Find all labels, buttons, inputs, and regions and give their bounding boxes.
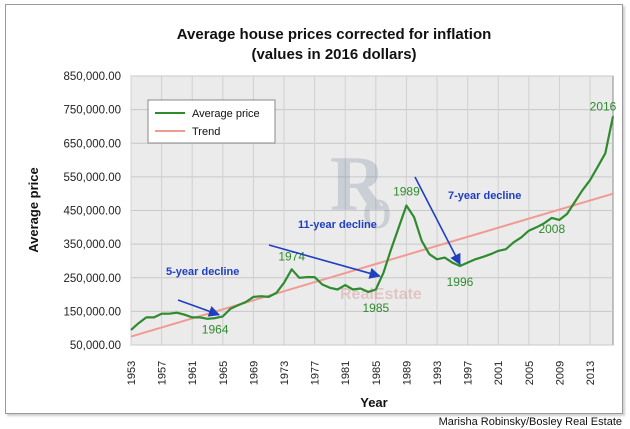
legend: Average price Trend xyxy=(147,99,276,144)
x-axis-title: Year xyxy=(360,395,387,410)
x-tick-label: 1981 xyxy=(340,361,352,385)
x-tick-label: 1985 xyxy=(371,361,383,385)
x-tick-label: 2001 xyxy=(493,361,505,385)
x-tick-label: 1965 xyxy=(218,361,230,385)
chart-title-line2: (values in 2016 dollars) xyxy=(251,46,416,63)
credit-text: Marisha Robinsky/Bosley Real Estate xyxy=(439,416,622,428)
x-tick-label: 1977 xyxy=(310,361,322,385)
x-tick-label: 1961 xyxy=(187,361,199,385)
x-tick-label: 1969 xyxy=(248,361,260,385)
legend-label-average: Average price xyxy=(192,108,260,120)
decline-arrow xyxy=(177,299,221,317)
x-tick-label: 1953 xyxy=(126,361,138,385)
x-tick-label: 1989 xyxy=(401,361,413,385)
x-tick-label: 1973 xyxy=(279,361,291,385)
legend-label-trend: Trend xyxy=(192,126,220,138)
decline-arrow xyxy=(268,244,381,279)
legend-box xyxy=(147,99,276,144)
point-label: 2016 xyxy=(590,99,617,113)
y-tick-label: 450,000.00 xyxy=(63,206,121,218)
annotations: 5-year decline 11-year decline 7-year decl… xyxy=(166,176,521,317)
decline-annotation: 11-year decline xyxy=(298,219,377,231)
y-tick-label: 350,000.00 xyxy=(63,239,121,251)
point-label: 1989 xyxy=(393,184,420,198)
y-tick-label: 150,000.00 xyxy=(63,306,121,318)
x-tick-label: 1957 xyxy=(157,361,169,385)
y-tick-label: 250,000.00 xyxy=(63,273,121,285)
watermark: R o RealEstate xyxy=(330,140,422,303)
x-tick-labels: 1953 1957 1961 1965 1969 1973 1977 1981 1985 1989… xyxy=(126,361,597,385)
y-tick-label: 650,000.00 xyxy=(63,138,121,150)
y-tick-label: 750,000.00 xyxy=(63,105,121,117)
series-line-average-price xyxy=(130,116,615,331)
x-tick-label: 2013 xyxy=(585,361,597,385)
y-tick-label: 850,000.00 xyxy=(63,71,121,83)
decline-annotation: 5-year decline xyxy=(166,266,239,278)
x-tick-label: 2009 xyxy=(554,361,566,385)
y-axis-title: Average price xyxy=(26,167,41,253)
x-tick-label: 1993 xyxy=(432,361,444,385)
y-tick-label: 50,000.00 xyxy=(70,340,121,352)
svg-text:R: R xyxy=(330,140,388,227)
point-label: 1964 xyxy=(202,322,229,336)
point-label: 2008 xyxy=(538,222,565,236)
watermark-text: RealEstate xyxy=(340,286,422,303)
x-tick-label: 1997 xyxy=(463,361,475,385)
point-label: 1985 xyxy=(362,301,389,315)
x-tick-label: 2005 xyxy=(524,361,536,385)
svg-text:o: o xyxy=(362,175,392,241)
y-tick-label: 550,000.00 xyxy=(63,172,121,184)
decline-annotation: 7-year decline xyxy=(448,190,521,202)
chart-title-line1: Average house prices corrected for infla… xyxy=(177,26,492,43)
decline-arrow xyxy=(414,176,461,266)
y-tick-labels: 50,000.00 150,000.00 250,000.00 350,000.00 4… xyxy=(63,71,121,352)
point-label: 1996 xyxy=(447,275,474,289)
